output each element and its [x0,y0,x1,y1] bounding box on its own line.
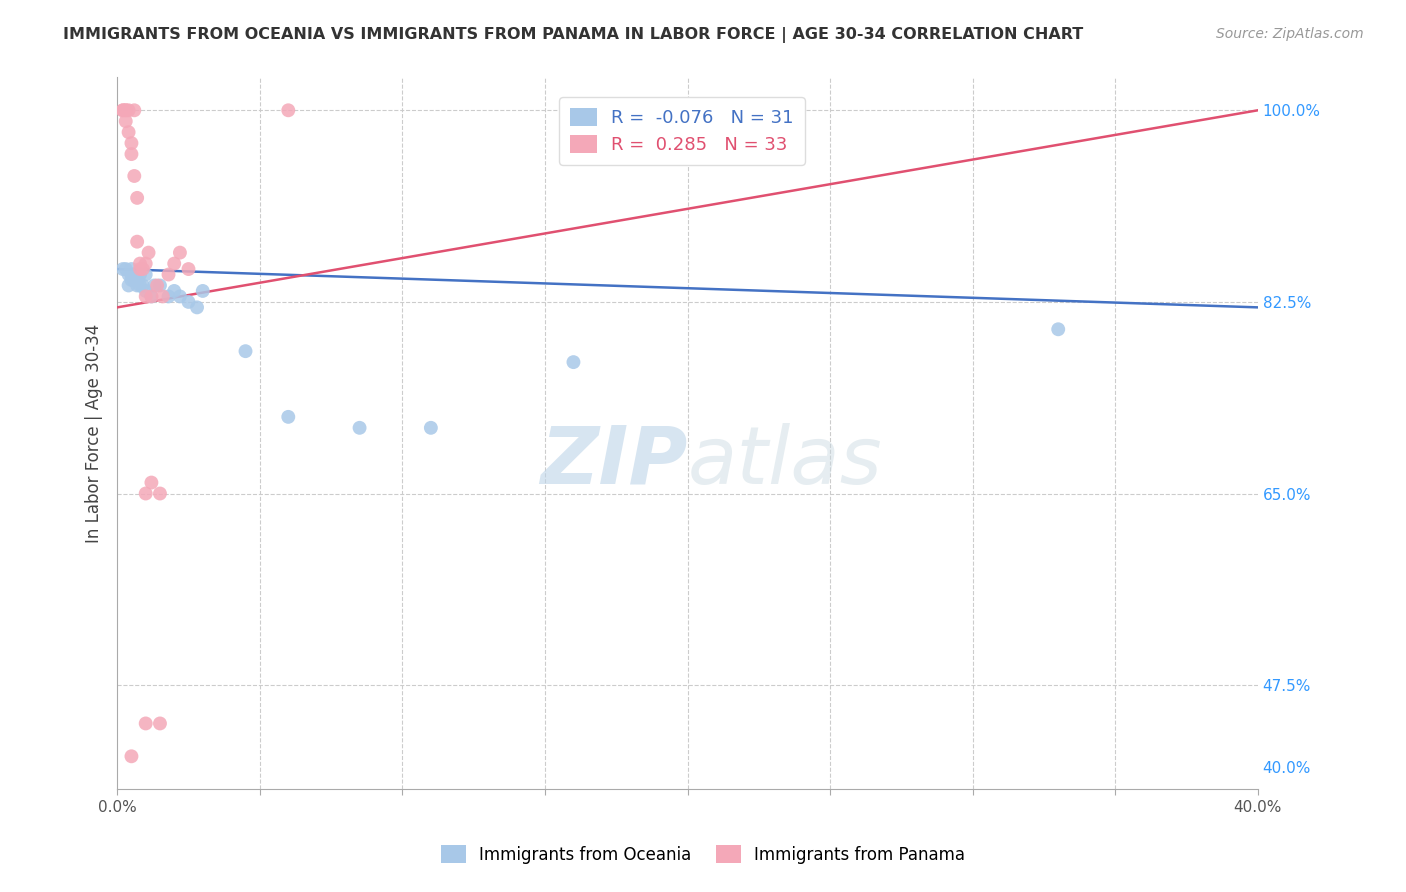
Point [117,278,139,293]
Point [114,103,136,118]
Point [157,268,180,282]
Point [124,103,146,118]
Text: Source: ZipAtlas.com: Source: ZipAtlas.com [1216,27,1364,41]
Point [1047,322,1070,336]
Point [149,486,172,500]
Point [157,289,180,303]
Point [177,262,200,277]
Point [419,421,441,435]
Point [124,273,146,287]
Text: atlas: atlas [688,423,882,500]
Point [124,169,146,183]
Point [129,256,152,270]
Point [141,475,163,490]
Point [135,268,157,282]
Point [177,294,200,309]
Point [135,284,157,298]
Point [127,191,149,205]
Point [114,103,136,118]
Point [127,278,149,293]
Point [132,278,155,293]
Point [114,262,136,277]
Point [163,256,186,270]
Point [117,268,139,282]
Point [120,273,142,287]
Point [124,268,146,282]
Point [111,103,134,118]
Point [143,278,166,293]
Point [138,245,160,260]
Point [129,262,152,277]
Text: ZIP: ZIP [540,423,688,500]
Point [135,716,157,731]
Point [152,289,174,303]
Point [129,268,152,282]
Point [191,284,214,298]
Point [349,421,371,435]
Point [120,147,142,161]
Point [127,235,149,249]
Point [149,278,172,293]
Point [135,486,157,500]
Point [111,103,134,118]
Point [135,289,157,303]
Y-axis label: In Labor Force | Age 30-34: In Labor Force | Age 30-34 [86,324,103,543]
Point [127,273,149,287]
Point [129,278,152,293]
Point [277,103,299,118]
Point [117,103,139,118]
Point [562,355,585,369]
Point [169,289,191,303]
Point [186,301,208,315]
Point [163,284,186,298]
Text: IMMIGRANTS FROM OCEANIA VS IMMIGRANTS FROM PANAMA IN LABOR FORCE | AGE 30-34 COR: IMMIGRANTS FROM OCEANIA VS IMMIGRANTS FR… [63,27,1084,43]
Point [114,114,136,128]
Point [111,262,134,277]
Point [146,278,169,293]
Point [120,268,142,282]
Point [277,409,299,424]
Point [120,136,142,150]
Point [135,256,157,270]
Point [141,289,163,303]
Point [132,262,155,277]
Legend: Immigrants from Oceania, Immigrants from Panama: Immigrants from Oceania, Immigrants from… [434,838,972,871]
Point [141,289,163,303]
Point [117,125,139,139]
Point [235,344,257,359]
Point [120,749,142,764]
Point [169,245,191,260]
Legend: R =  -0.076   N = 31, R =  0.285   N = 33: R = -0.076 N = 31, R = 0.285 N = 33 [560,97,804,165]
Point [149,716,172,731]
Point [120,262,142,277]
